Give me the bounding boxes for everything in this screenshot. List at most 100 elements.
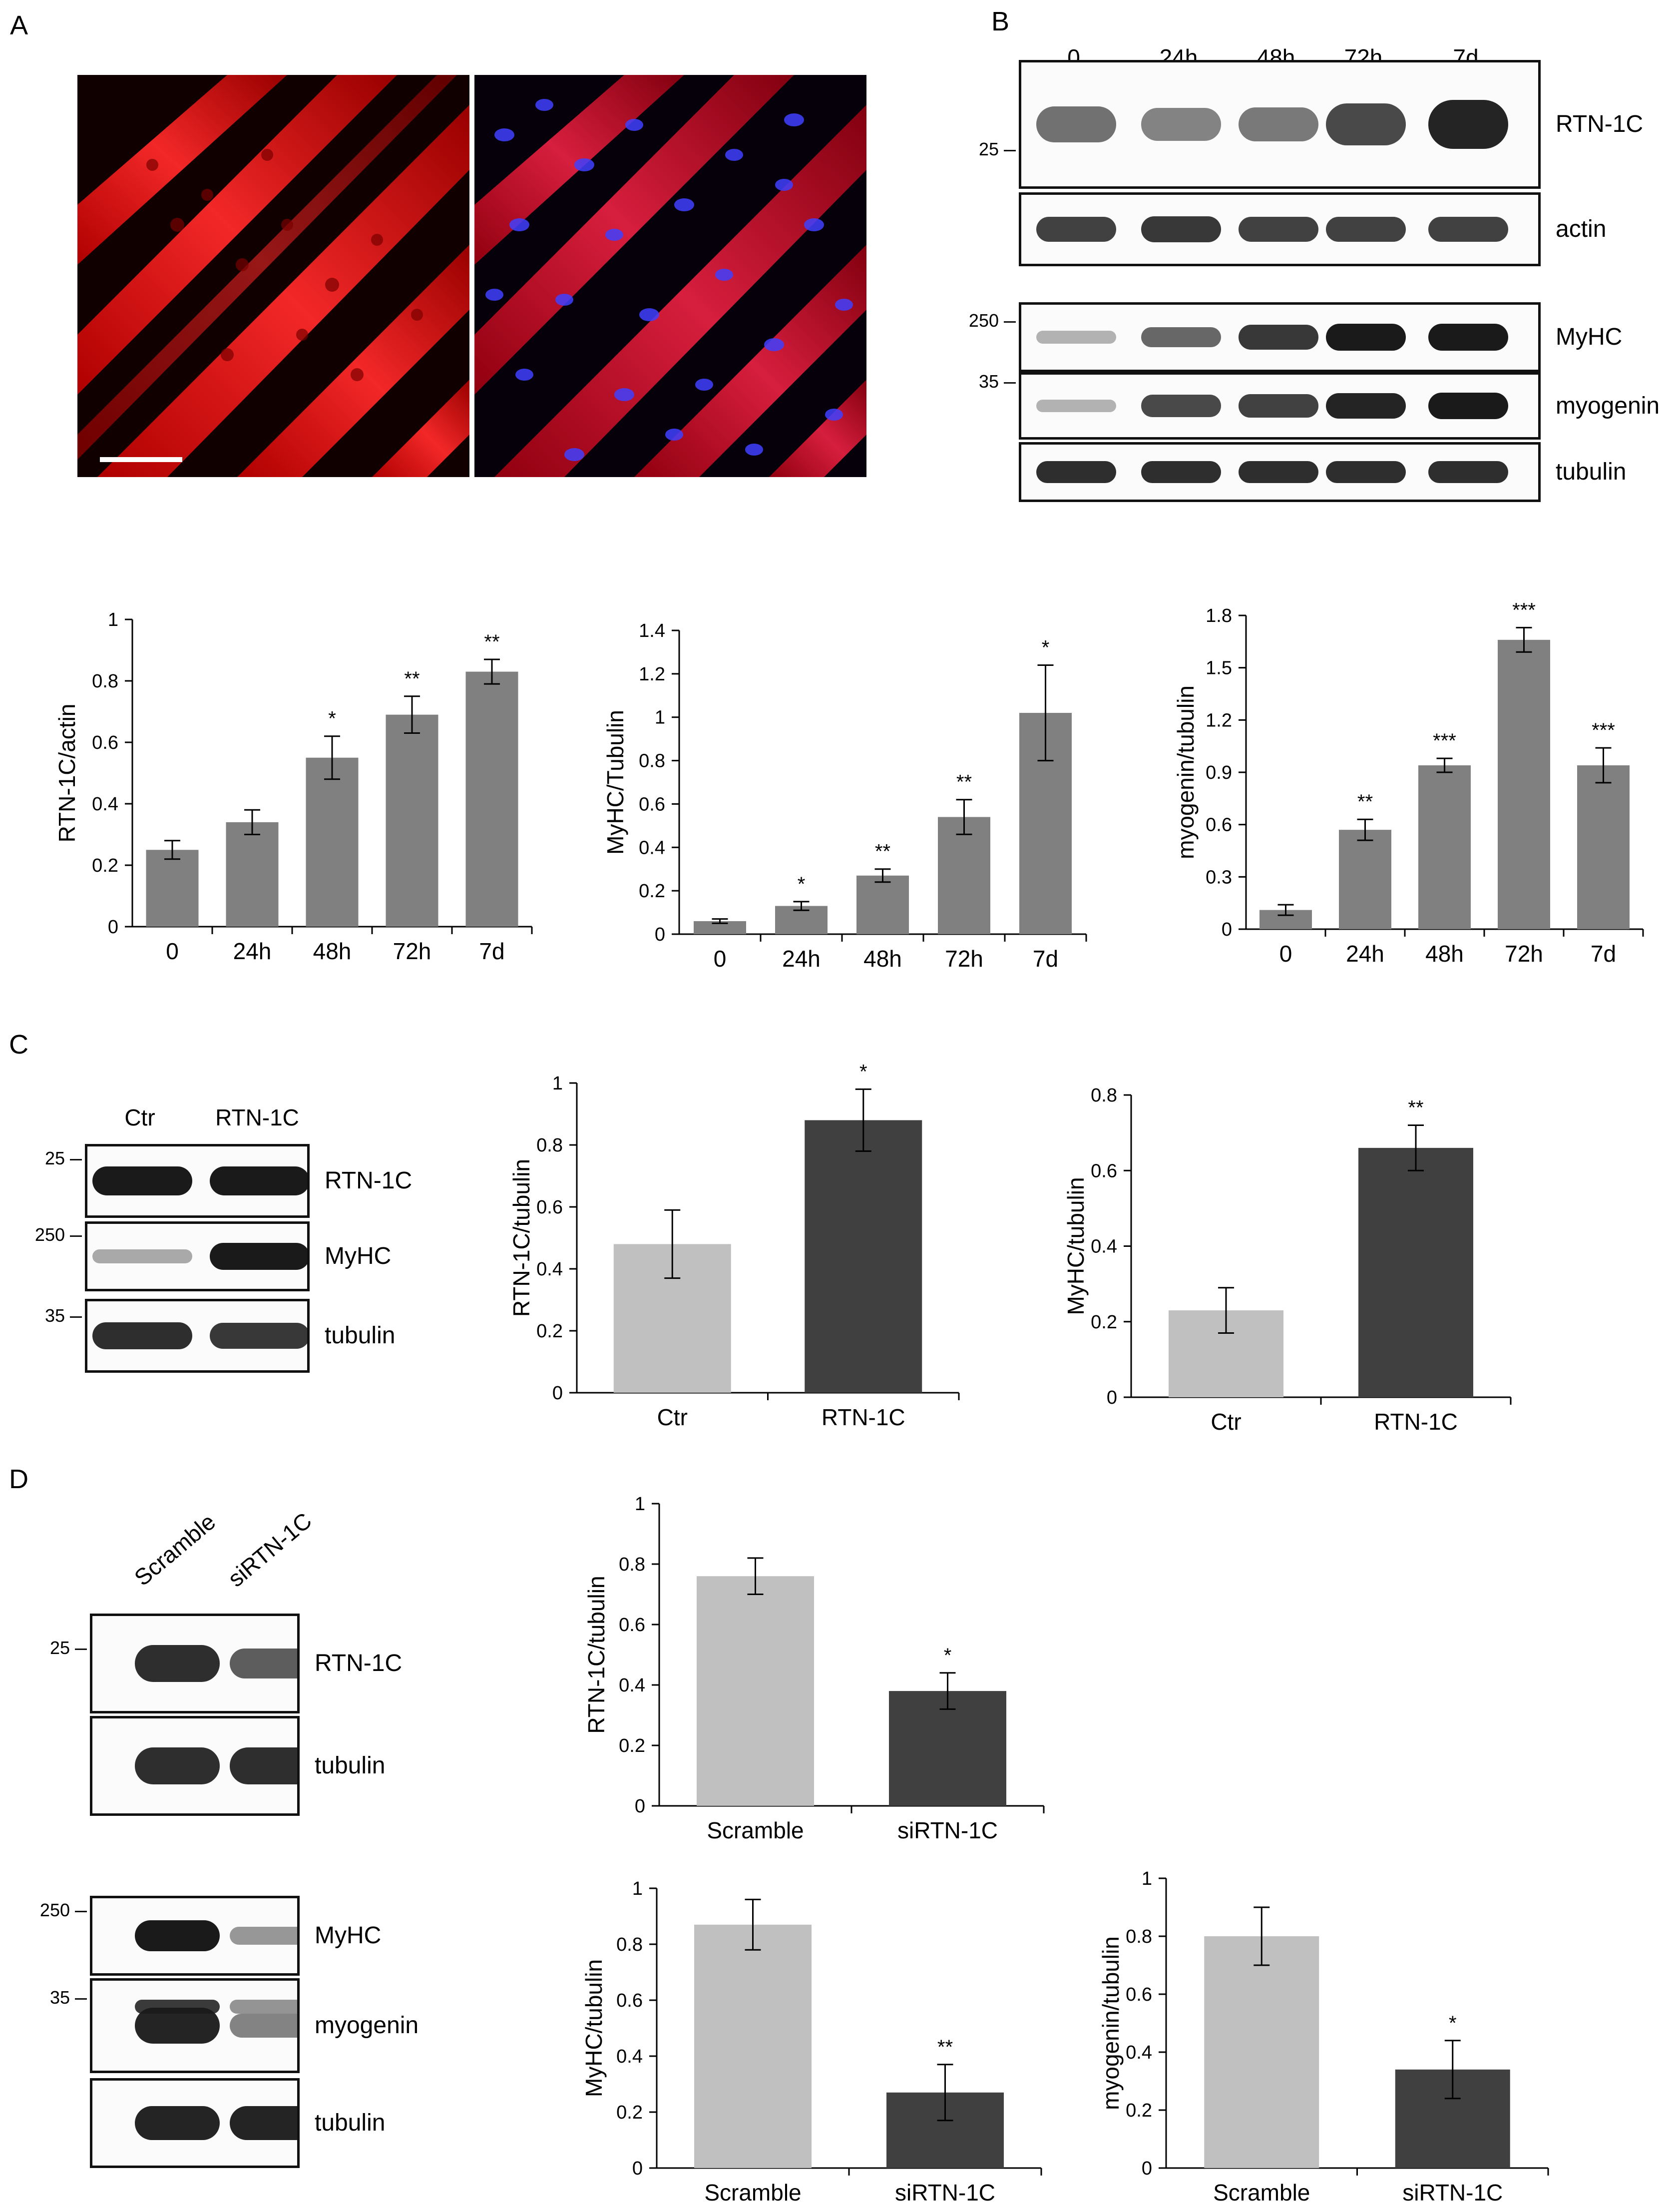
y-axis-label: MyHC/Tubulin bbox=[602, 710, 628, 855]
panel-label-d: D bbox=[9, 1464, 28, 1494]
x-tick-label: Scramble bbox=[704, 2180, 801, 2206]
x-tick-label: 0 bbox=[166, 938, 179, 964]
x-tick-label: 0 bbox=[714, 946, 727, 972]
y-tick-label: 1 bbox=[552, 1073, 563, 1094]
bar bbox=[1577, 765, 1630, 929]
significance-label: ** bbox=[875, 841, 890, 863]
y-tick-label: 1.2 bbox=[1206, 710, 1232, 731]
y-tick-label: 0 bbox=[1222, 919, 1232, 940]
x-tick-label: siRTN-1C bbox=[897, 1817, 998, 1843]
x-tick-label: Scramble bbox=[1213, 2180, 1310, 2206]
blot-label: RTN-1C bbox=[1556, 111, 1644, 137]
y-tick-label: 0.8 bbox=[619, 1554, 645, 1575]
y-tick-label: 0.2 bbox=[639, 881, 665, 902]
y-tick-label: 0.6 bbox=[639, 794, 665, 815]
band bbox=[1326, 461, 1406, 483]
blot-rtn-1c bbox=[1019, 60, 1541, 189]
x-tick-label: 24h bbox=[1346, 941, 1384, 967]
bar bbox=[1204, 1936, 1319, 2168]
band bbox=[1036, 216, 1116, 242]
y-tick-label: 1.4 bbox=[639, 620, 665, 641]
y-tick-label: 0.4 bbox=[536, 1259, 563, 1280]
mw-tick bbox=[70, 1235, 82, 1237]
blot-tubulin bbox=[85, 1299, 310, 1373]
significance-label: ** bbox=[1408, 1097, 1423, 1119]
mw-tick bbox=[75, 1649, 87, 1650]
y-tick-label: 1 bbox=[108, 609, 118, 630]
bar bbox=[226, 822, 279, 927]
significance-label: *** bbox=[1592, 719, 1615, 741]
band bbox=[1239, 107, 1318, 142]
y-tick-label: 0.4 bbox=[639, 837, 665, 858]
x-tick-label: 72h bbox=[945, 946, 983, 972]
bar bbox=[1358, 1147, 1473, 1397]
band bbox=[230, 1747, 297, 1784]
significance-label: * bbox=[798, 873, 806, 895]
y-tick-label: 0.2 bbox=[616, 2102, 643, 2123]
blot-rtn-1c bbox=[90, 1614, 300, 1713]
y-tick-label: 0 bbox=[552, 1383, 563, 1404]
mw-tick bbox=[70, 1316, 82, 1318]
y-tick-label: 0.4 bbox=[1126, 2042, 1152, 2063]
band bbox=[230, 1648, 297, 1679]
band bbox=[230, 2000, 297, 2014]
x-tick-label: 7d bbox=[1591, 941, 1616, 967]
band bbox=[1141, 461, 1221, 483]
x-tick-label: Scramble bbox=[707, 1817, 804, 1843]
y-tick-label: 1 bbox=[635, 1494, 645, 1515]
x-tick-label: RTN-1C bbox=[822, 1404, 905, 1430]
y-tick-label: 0.4 bbox=[92, 794, 118, 815]
mw-tick bbox=[75, 1911, 87, 1912]
y-axis-label: RTN-1C/tubulin bbox=[508, 1159, 534, 1317]
band bbox=[1428, 461, 1508, 483]
band bbox=[135, 1920, 220, 1952]
significance-label: ** bbox=[404, 668, 420, 690]
x-tick-label: RTN-1C bbox=[1374, 1409, 1458, 1435]
y-tick-label: 0.8 bbox=[1091, 1085, 1117, 1106]
x-tick-label: 0 bbox=[1279, 941, 1292, 967]
blot-tubulin bbox=[1019, 442, 1541, 502]
band bbox=[92, 1322, 192, 1350]
band bbox=[210, 1322, 307, 1349]
band bbox=[1239, 216, 1318, 242]
blot-label: RTN-1C bbox=[325, 1167, 413, 1194]
mw-marker: 250 bbox=[34, 1224, 65, 1245]
y-axis-label: MyHC/tubulin bbox=[581, 1959, 607, 2097]
bar bbox=[938, 817, 990, 934]
x-tick-label: 72h bbox=[1505, 941, 1543, 967]
mw-tick bbox=[70, 1159, 82, 1160]
band bbox=[230, 1926, 297, 1945]
x-tick-label: 48h bbox=[1425, 941, 1464, 967]
y-tick-label: 0.2 bbox=[536, 1321, 563, 1342]
band bbox=[1141, 395, 1221, 417]
mw-marker: 35 bbox=[49, 1987, 70, 2008]
y-tick-label: 0.6 bbox=[92, 732, 118, 753]
x-tick-label: 72h bbox=[393, 938, 431, 964]
panel-label-b: B bbox=[991, 6, 1010, 36]
band bbox=[230, 2013, 297, 2038]
y-tick-label: 0.2 bbox=[92, 855, 118, 876]
blot-myhc bbox=[90, 1896, 300, 1976]
blot-label: actin bbox=[1556, 216, 1607, 242]
band bbox=[135, 2106, 220, 2141]
y-tick-label: 0.6 bbox=[1206, 815, 1232, 836]
y-tick-label: 0 bbox=[655, 924, 665, 945]
x-tick-label: Ctr bbox=[1211, 1409, 1241, 1435]
y-axis-label: MyHC/tubulin bbox=[1063, 1177, 1089, 1315]
y-tick-label: 0.4 bbox=[1091, 1236, 1117, 1257]
band bbox=[1326, 393, 1406, 419]
band bbox=[230, 2106, 297, 2141]
y-tick-label: 0.8 bbox=[536, 1135, 563, 1156]
blot-label: MyHC bbox=[1556, 324, 1623, 350]
significance-label: * bbox=[944, 1645, 952, 1666]
blot-label: tubulin bbox=[325, 1322, 396, 1349]
significance-label: ** bbox=[1357, 791, 1373, 813]
band bbox=[1428, 100, 1508, 149]
mw-tick bbox=[75, 1998, 87, 2000]
bar bbox=[386, 714, 438, 927]
y-tick-label: 1 bbox=[1142, 1868, 1152, 1889]
y-tick-label: 1.5 bbox=[1206, 658, 1232, 679]
bar bbox=[805, 1120, 922, 1393]
mw-tick bbox=[1004, 382, 1016, 384]
y-tick-label: 0.8 bbox=[1126, 1926, 1152, 1947]
